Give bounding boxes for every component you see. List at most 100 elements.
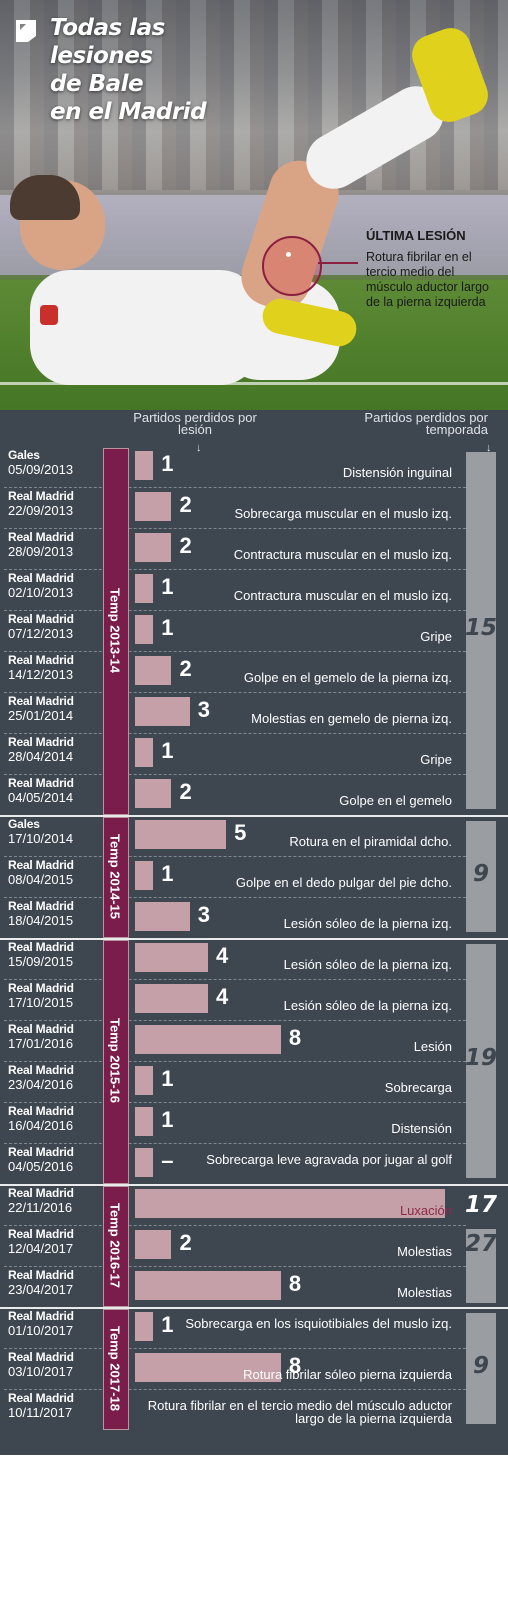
row-label: Real Madrid 14/12/2013 (8, 653, 104, 682)
bar (135, 902, 190, 931)
injury-description: Lesión (413, 1039, 452, 1054)
bar (135, 1066, 154, 1095)
row-label: Real Madrid 12/04/2017 (8, 1227, 104, 1256)
bar-value: 1 (161, 738, 174, 763)
bar-value: 4 (215, 943, 229, 968)
row-label: Real Madrid 25/01/2014 (8, 694, 104, 723)
injury-description: Gripe (420, 629, 452, 644)
bar (135, 1312, 154, 1341)
bar-value: 1 (161, 451, 174, 476)
row-label: Real Madrid 03/10/2017 (8, 1350, 104, 1379)
bar-value: 1 (161, 1066, 174, 1091)
season-label: Temp 2016-17 (107, 1202, 123, 1288)
row-label: Gales 05/09/2013 (8, 448, 104, 477)
player-hair (10, 175, 80, 220)
row-team: Gales (8, 817, 40, 831)
title-line-2: lesiones (50, 43, 153, 69)
row-label: Real Madrid 17/10/2015 (8, 981, 104, 1010)
row-separator (4, 569, 466, 571)
bar-value: 2 (179, 1230, 192, 1255)
season-separator (0, 815, 508, 817)
row-team: Real Madrid (8, 1227, 74, 1241)
injury-description: Contractura muscular en el muslo izq. (233, 547, 452, 562)
row-team: Real Madrid (8, 612, 74, 626)
row-date: 17/10/2015 (8, 995, 74, 1010)
injury-callout-line (318, 262, 358, 264)
bar-value: 1 (161, 615, 174, 640)
season-total-bar (466, 821, 496, 932)
row-label: Real Madrid 17/01/2016 (8, 1022, 104, 1051)
bar-value: 2 (179, 492, 192, 517)
title-line-3: de Bale (50, 71, 144, 97)
row-separator (4, 1143, 466, 1145)
bar-value: 2 (179, 656, 192, 681)
season-separator (0, 1307, 508, 1309)
bar (135, 1148, 154, 1177)
row-label: Real Madrid 07/12/2013 (8, 612, 104, 641)
row-separator (4, 1389, 466, 1391)
bar-value: 1 (161, 861, 174, 886)
injury-description: Rotura en el piramidal dcho. (289, 834, 452, 849)
injury-description: Lesión sóleo de la pierna izq. (283, 957, 452, 972)
injury-description: Luxación (399, 1203, 452, 1218)
season-label-bar (103, 1309, 129, 1430)
injury-description: Distensión inguinal (342, 465, 452, 480)
row-date: 12/04/2017 (8, 1241, 74, 1256)
arrow-down-icon: ↓ (486, 442, 492, 454)
row-team: Real Madrid (8, 1268, 74, 1282)
last-injury-label: ÚLTIMA LESIÓN (366, 228, 466, 243)
row-separator (4, 487, 466, 489)
season-total-bar (466, 1229, 496, 1303)
row-date: 10/11/2017 (8, 1405, 73, 1420)
injury-chart: Partidos perdidos por lesión ↓ Partidos … (0, 410, 508, 1455)
row-label: Real Madrid 02/10/2013 (8, 571, 104, 600)
injury-description: Distensión (391, 1121, 452, 1136)
season-total-bar (466, 452, 496, 809)
row-date: 02/10/2013 (8, 585, 74, 600)
row-team: Gales (8, 448, 40, 462)
row-date: 22/11/2016 (8, 1200, 73, 1215)
season-label: Temp 2015-16 (107, 1017, 123, 1104)
bar (135, 1189, 445, 1218)
row-date: 04/05/2016 (8, 1159, 74, 1174)
row-team: Real Madrid (8, 571, 74, 585)
row-team: Real Madrid (8, 899, 74, 913)
season-total: 27 (464, 1231, 497, 1257)
row-date: 17/10/2014 (8, 831, 74, 846)
row-team: Real Madrid (8, 735, 74, 749)
injury-description: Lesión sóleo de la pierna izq. (283, 916, 452, 931)
bar-value: 8 (288, 1025, 302, 1050)
bar (135, 738, 154, 767)
season-total: 19 (464, 1045, 497, 1071)
bar (135, 533, 172, 562)
bar (135, 984, 208, 1013)
season-label: Temp 2017-18 (107, 1325, 123, 1411)
row-separator (4, 1061, 466, 1063)
row-date: 03/10/2017 (8, 1364, 74, 1379)
pitch-line (0, 382, 508, 385)
injury-description: Sobrecarga en los isquiotibiales del mus… (185, 1316, 452, 1331)
season-label-bar (103, 940, 129, 1184)
row-date: 23/04/2017 (8, 1282, 74, 1297)
bar (135, 943, 208, 972)
row-separator (4, 897, 466, 899)
bar-value: 2 (179, 779, 192, 804)
row-date: 07/12/2013 (8, 626, 74, 641)
header-per-season: Partidos perdidos por temporada (364, 410, 488, 437)
injury-description: Molestias (397, 1285, 452, 1300)
row-separator (4, 1020, 466, 1022)
title-line-1: Todas las (50, 15, 165, 41)
injury-description: Gripe (420, 752, 452, 767)
row-label: Real Madrid 04/05/2014 (8, 776, 104, 805)
injury-description: Golpe en el gemelo de la pierna izq. (243, 670, 452, 685)
injury-description: Rotura fibrilar en el tercio medio del m… (147, 1398, 452, 1426)
row-team: Real Madrid (8, 1391, 74, 1405)
row-separator (4, 1225, 466, 1227)
season-total: 9 (472, 860, 489, 887)
row-date: 28/09/2013 (8, 544, 74, 559)
badge-icon (40, 305, 58, 325)
row-label: Real Madrid 23/04/2017 (8, 1268, 104, 1297)
row-label: Real Madrid 23/04/2016 (8, 1063, 104, 1092)
row-date: 18/04/2015 (8, 913, 74, 928)
row-label: Real Madrid 28/04/2014 (8, 735, 104, 764)
